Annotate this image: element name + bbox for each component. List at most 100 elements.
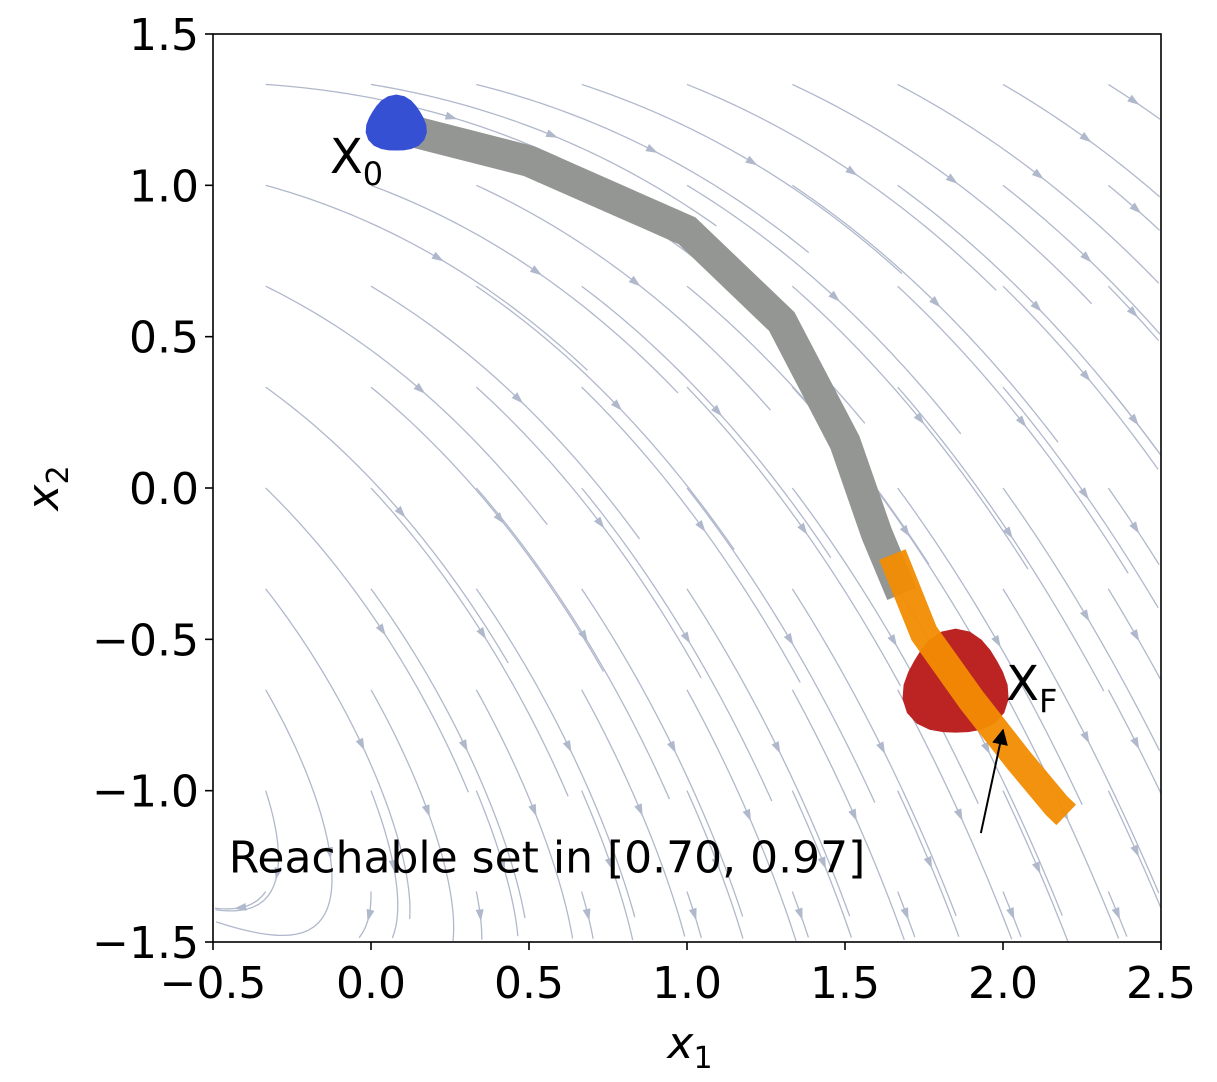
streamline-arrow <box>1030 300 1042 312</box>
streamline-arrow <box>900 907 909 920</box>
streamline-arrow <box>413 382 426 394</box>
trajectory-tube <box>382 109 917 601</box>
streamline-arrow <box>1032 861 1041 874</box>
streamline-arrow <box>431 251 444 262</box>
streamline-arrow <box>1111 906 1121 920</box>
streamline-arrow <box>980 741 990 755</box>
x-tick-label: 2.0 <box>968 958 1038 1009</box>
streamline-arrow <box>545 129 559 138</box>
streamline-arrow <box>848 808 857 822</box>
streamline-arrow <box>1129 521 1140 534</box>
streamline-arrow <box>1015 415 1027 428</box>
reachable-set-region <box>879 549 1077 826</box>
streamline-arrow <box>610 399 623 411</box>
vector-field-streamlines <box>214 83 1161 942</box>
streamline-arrow <box>876 741 886 754</box>
x-tick-label: −0.5 <box>160 958 267 1009</box>
streamline-arrow <box>711 856 720 870</box>
streamline-arrow <box>745 155 758 166</box>
streamline-arrow <box>578 629 588 642</box>
y-tick-label: −1.0 <box>92 767 199 818</box>
streamline-arrow <box>1002 526 1013 539</box>
streamline-arrow <box>783 632 794 646</box>
y-tick-label: 1.5 <box>129 10 199 61</box>
streamline-arrow <box>711 404 723 417</box>
streamline-arrow <box>887 634 897 647</box>
streamline-arrow <box>628 275 641 287</box>
streamline-arrow <box>1126 305 1138 318</box>
x-tick-label: 2.5 <box>1126 958 1196 1009</box>
annotation-arrow <box>979 728 1008 834</box>
streamline-arrow <box>325 846 334 860</box>
initial-set-region <box>365 94 427 151</box>
streamline-arrow <box>497 858 506 871</box>
y-tick-label: 0.0 <box>129 464 199 515</box>
streamline-arrow <box>945 173 958 184</box>
streamline-arrow <box>1006 907 1015 920</box>
streamline-arrow <box>593 516 605 529</box>
y-tick-label: −1.5 <box>92 918 199 969</box>
streamline-arrow <box>394 505 406 518</box>
streamline-arrow <box>688 907 697 921</box>
streamline-arrow <box>529 265 542 276</box>
streamline-arrow <box>582 908 591 921</box>
streamline-arrow <box>476 627 487 640</box>
y-axis-ticks: 1.5 1.0 0.5 0.0 −0.5 −1.0 −1.5 <box>92 10 213 969</box>
streamline-arrow <box>475 909 484 922</box>
streamline-arrow <box>444 111 458 120</box>
streamline-arrow <box>562 740 572 753</box>
streamline-arrow <box>1031 168 1044 180</box>
target-set-label: XF <box>1006 656 1057 720</box>
streamline-arrow <box>234 903 247 911</box>
streamline-arrow <box>388 859 397 873</box>
streamline-arrow <box>771 741 781 754</box>
initial-set-label: X0 <box>330 129 383 193</box>
streamline-arrow <box>1079 132 1092 143</box>
streamline-arrow <box>953 808 963 821</box>
x-axis-label: x1 <box>665 1018 712 1076</box>
streamline-arrow <box>375 623 386 636</box>
streamline-arrow <box>695 519 706 533</box>
streamline-arrow <box>1129 202 1142 214</box>
streamline-arrow <box>355 737 365 751</box>
x-tick-label: 0.5 <box>494 958 564 1009</box>
streamline-arrow <box>1078 487 1089 500</box>
streamline-arrow <box>797 522 808 535</box>
streamline-arrow <box>1079 369 1091 382</box>
streamline-arrow <box>991 634 1001 648</box>
streamline-arrow <box>366 908 375 922</box>
streamline-arrow <box>1080 731 1090 744</box>
streamline-arrow <box>1080 251 1092 263</box>
x-tick-label: 1.0 <box>652 958 722 1009</box>
y-tick-label: −0.5 <box>92 615 199 666</box>
streamline-arrow <box>421 804 430 817</box>
streamline-arrow <box>458 739 468 752</box>
streamline-arrow <box>899 524 910 537</box>
streamline-arrow <box>511 392 524 404</box>
streamline-arrow <box>828 290 840 302</box>
streamline-arrow <box>604 857 613 870</box>
streamline-arrow <box>666 740 676 754</box>
plot-frame <box>212 33 1162 943</box>
streamline-arrow <box>1127 94 1140 105</box>
y-tick-label: 0.5 <box>129 313 199 364</box>
streamline-arrow <box>1079 609 1090 622</box>
streamline-arrow <box>845 165 858 176</box>
streamline-arrow <box>1130 736 1140 750</box>
streamline-arrow <box>929 296 941 308</box>
streamline-arrow <box>1130 844 1139 858</box>
streamline-arrow <box>1129 629 1140 642</box>
streamline-arrow <box>634 803 643 816</box>
reachable-set-annotation: Reachable set in [0.70, 0.97] <box>229 832 865 883</box>
streamline-arrow <box>1128 413 1139 426</box>
y-tick-label: 1.0 <box>129 161 199 212</box>
streamline-arrow <box>645 143 658 154</box>
streamline-arrow <box>794 907 803 921</box>
streamline-arrow <box>817 856 826 869</box>
x-tick-label: 1.5 <box>810 958 880 1009</box>
streamline-arrow <box>913 412 925 425</box>
streamline-arrow <box>680 631 691 644</box>
x-tick-label: 0.0 <box>336 958 406 1009</box>
streamline-arrow <box>742 808 752 822</box>
